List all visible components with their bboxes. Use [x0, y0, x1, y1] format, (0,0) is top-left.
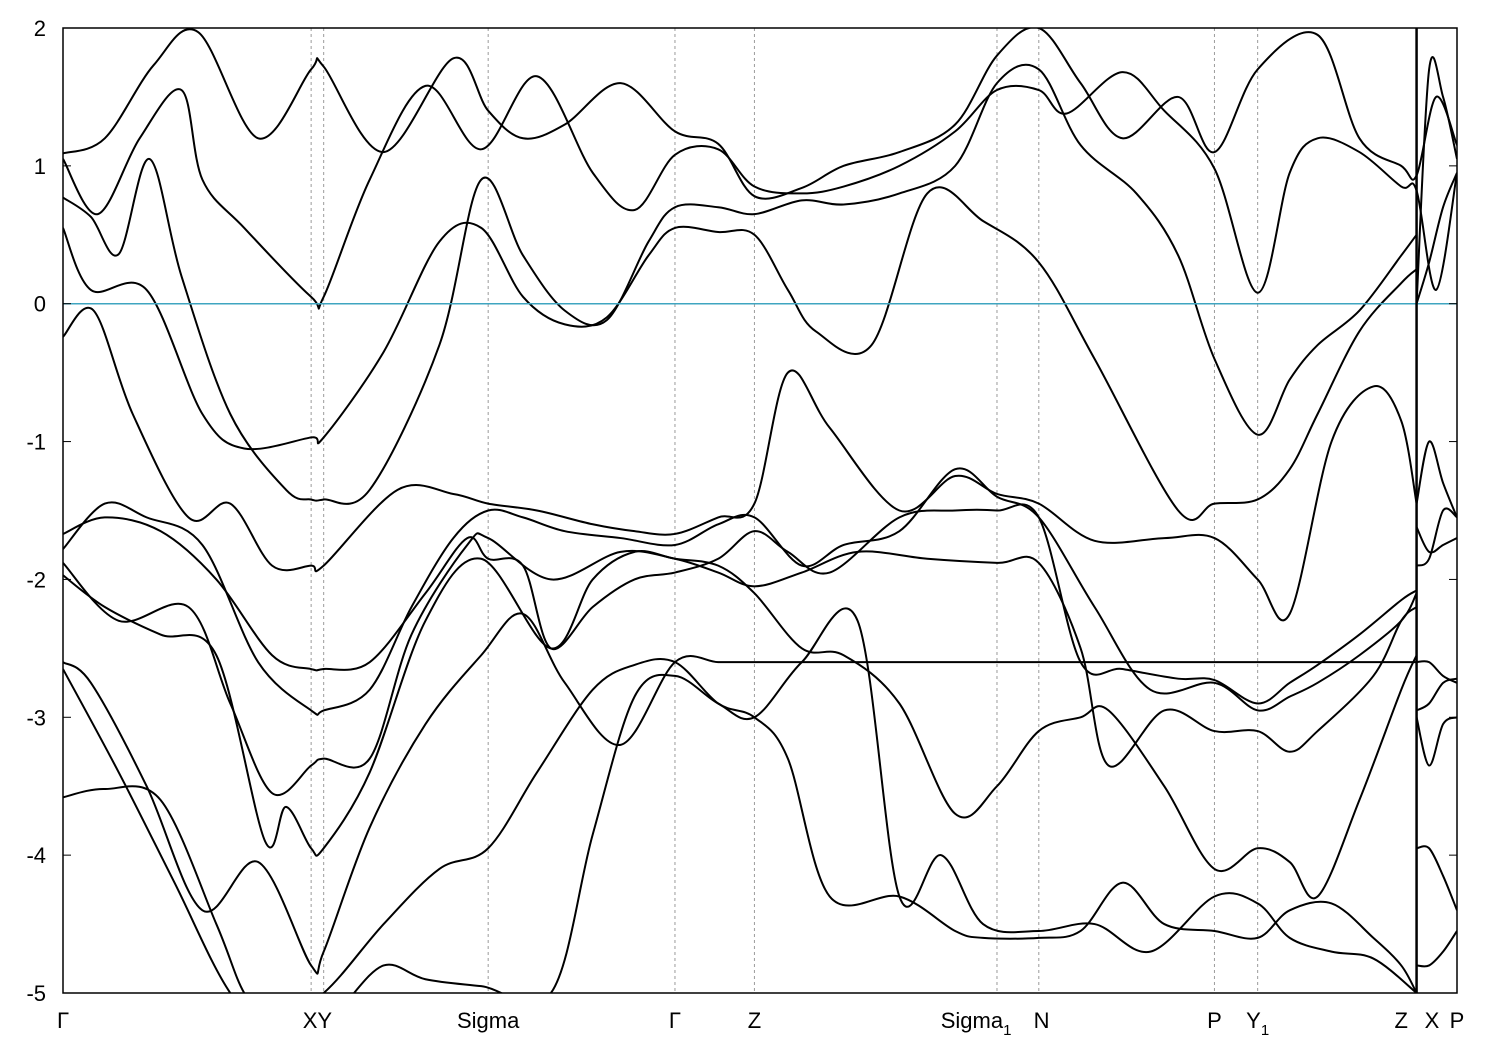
y-tick-label-3: -2 [26, 567, 46, 592]
band-line-12 [63, 607, 1418, 993]
x-tick-label-3: Γ [669, 1008, 681, 1033]
right-panel-band-line-1 [1415, 56, 1457, 304]
band-line-7 [63, 467, 1418, 716]
y-tick-label-6: 1 [34, 154, 46, 179]
band-line-2 [63, 71, 1457, 310]
right-panel-band-line-4 [1416, 507, 1457, 567]
plot-area [63, 28, 1457, 993]
band-line-5 [63, 306, 1418, 622]
x-tick-label-9: Z [1395, 1008, 1408, 1033]
band-line-11 [63, 657, 1418, 993]
y-tick-label-4: -1 [26, 430, 46, 455]
y-tick-label-5: 0 [34, 292, 46, 317]
x-tick-label-6: N [1034, 1008, 1050, 1033]
x-tick-label-0: Γ [57, 1008, 69, 1033]
band-line-9 [63, 550, 1418, 900]
x-tick-label-subscript-5: 1 [1003, 1022, 1011, 1039]
y-tick-label-1: -4 [26, 843, 46, 868]
plot-frame [62, 27, 1458, 994]
x-tick-label-2: Sigma [457, 1008, 520, 1033]
y-tick-label-0: -5 [26, 981, 46, 1006]
right-panel-band-line-8 [1415, 716, 1457, 767]
band-line-1 [63, 28, 1457, 200]
right-panel-band-line-2 [1415, 172, 1457, 305]
x-tick-label-10: X [1425, 1008, 1440, 1033]
x-tick-label-1: XY [303, 1008, 333, 1033]
right-panel-band-line-10 [1416, 930, 1457, 968]
right-panel-band-line-5 [1415, 526, 1457, 554]
x-tick-label-4: Z [748, 1008, 761, 1033]
x-tick-label-11: P [1450, 1008, 1465, 1033]
right-panel-band-line-3 [1415, 440, 1457, 518]
x-tick-label-7: P [1207, 1008, 1222, 1033]
band-line-10 [63, 612, 1417, 975]
band-line-4 [63, 186, 1418, 521]
y-tick-label-7: 2 [34, 16, 46, 41]
x-tick-label-subscript-8: 1 [1261, 1022, 1269, 1039]
band-line-6 [63, 503, 1418, 705]
right-panel-band-line-9 [1416, 845, 1457, 911]
y-tick-label-2: -3 [26, 705, 46, 730]
band-line-8 [63, 532, 1418, 797]
band-line-3 [63, 63, 1418, 505]
right-panel-band-line-7 [1416, 677, 1457, 712]
